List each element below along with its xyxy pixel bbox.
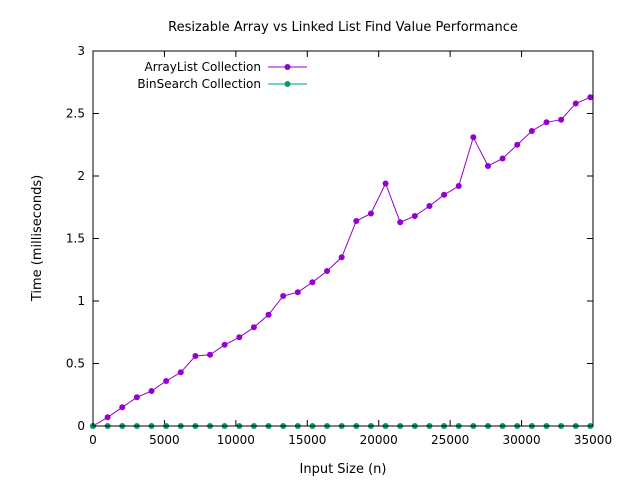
axis-ticks: 0 5000 10000 15000 20000 25000 30000 35000 0 0.5 1… bbox=[66, 44, 612, 447]
data-point-series-1 bbox=[265, 311, 272, 318]
data-point-series-1 bbox=[499, 155, 506, 162]
data-point-series-1 bbox=[207, 351, 214, 358]
series-layer bbox=[90, 94, 594, 429]
data-point-series-1 bbox=[382, 180, 389, 187]
x-tick-label: 35000 bbox=[574, 433, 612, 447]
data-point-series-1 bbox=[543, 119, 550, 126]
data-point-series-1 bbox=[528, 128, 535, 134]
data-point-series-1 bbox=[338, 254, 345, 261]
data-point-series-1 bbox=[514, 141, 521, 148]
data-point-series-1 bbox=[587, 94, 594, 101]
y-tick-label: 2.5 bbox=[66, 107, 85, 121]
data-point-series-1 bbox=[177, 369, 184, 376]
data-point-series-1 bbox=[236, 334, 243, 341]
legend-marker bbox=[284, 64, 291, 70]
data-point-series-1 bbox=[280, 293, 287, 299]
y-tick-label: 3 bbox=[77, 44, 85, 58]
legend: ArrayList Collection BinSearch Collection bbox=[137, 60, 307, 91]
data-point-series-1 bbox=[221, 341, 228, 348]
data-point-series-1 bbox=[411, 213, 418, 219]
data-point-series-1 bbox=[441, 191, 448, 198]
x-tick-label: 25000 bbox=[431, 433, 469, 447]
data-point-series-1 bbox=[470, 134, 477, 141]
data-point-series-1 bbox=[192, 353, 199, 359]
data-point-series-1 bbox=[148, 388, 155, 394]
data-point-series-1 bbox=[294, 289, 301, 296]
x-tick-label: 30000 bbox=[502, 433, 540, 447]
data-point-series-1 bbox=[250, 324, 257, 331]
data-point-series-1 bbox=[133, 394, 140, 401]
chart-title: Resizable Array vs Linked List Find Valu… bbox=[168, 20, 518, 35]
x-tick-label: 10000 bbox=[217, 433, 255, 447]
x-axis-label: Input Size (n) bbox=[300, 462, 387, 477]
y-tick-label: 0 bbox=[77, 419, 85, 433]
x-tick-label: 0 bbox=[89, 433, 97, 447]
x-tick-label: 20000 bbox=[360, 433, 398, 447]
data-point-series-1 bbox=[397, 219, 404, 226]
x-tick-label: 5000 bbox=[149, 433, 180, 447]
data-point-series-1 bbox=[572, 100, 579, 107]
data-point-series-1 bbox=[324, 268, 331, 274]
data-point-series-1 bbox=[163, 378, 170, 384]
data-point-series-1 bbox=[455, 183, 462, 189]
data-point-series-1 bbox=[367, 210, 374, 217]
legend-label: ArrayList Collection bbox=[145, 60, 261, 74]
data-point-series-1 bbox=[558, 116, 565, 123]
y-tick-label: 1.5 bbox=[66, 232, 85, 246]
data-point-series-1 bbox=[119, 404, 126, 411]
legend-marker bbox=[284, 81, 291, 87]
data-point-series-1 bbox=[104, 414, 111, 421]
data-point-series-1 bbox=[353, 218, 360, 224]
y-axis-label: Time (milliseconds) bbox=[30, 175, 45, 302]
data-point-series-1 bbox=[309, 279, 316, 286]
data-point-series-1 bbox=[484, 163, 491, 169]
plot-area-frame bbox=[92, 50, 594, 427]
x-tick-label: 15000 bbox=[288, 433, 326, 447]
y-tick-label: 2 bbox=[77, 169, 85, 183]
data-point-series-1 bbox=[426, 203, 433, 209]
y-tick-label: 1 bbox=[77, 294, 85, 308]
y-tick-label: 0.5 bbox=[66, 357, 85, 371]
legend-label: BinSearch Collection bbox=[137, 77, 261, 91]
